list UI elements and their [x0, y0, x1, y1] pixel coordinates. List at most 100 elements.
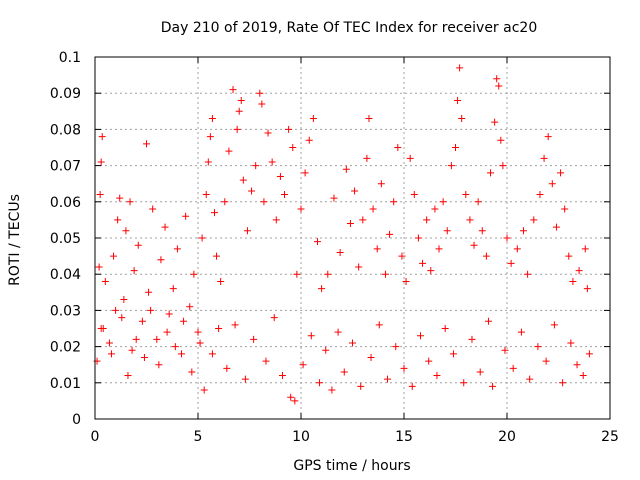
data-point — [583, 285, 591, 293]
data-point — [169, 285, 177, 293]
x-tick-label: 20 — [498, 429, 516, 445]
data-point — [423, 216, 431, 224]
data-point — [544, 133, 552, 141]
data-point — [466, 216, 474, 224]
data-point — [285, 125, 293, 133]
x-tick-label: 15 — [395, 429, 413, 445]
x-tick-label: 5 — [194, 429, 203, 445]
data-point — [569, 277, 577, 285]
data-point — [351, 187, 359, 195]
data-point — [316, 379, 324, 387]
y-tick-label: 0.1 — [59, 50, 81, 66]
data-point — [256, 89, 264, 97]
data-point — [322, 346, 330, 354]
data-point — [355, 263, 363, 271]
y-tick-label: 0.03 — [50, 303, 81, 319]
data-point — [272, 216, 280, 224]
data-point — [470, 241, 478, 249]
data-point — [173, 245, 181, 253]
y-tick-label: 0.01 — [50, 376, 81, 392]
data-point — [243, 227, 251, 235]
data-point — [223, 364, 231, 372]
y-tick-label: 0 — [72, 412, 81, 428]
data-points — [93, 64, 593, 405]
data-point — [213, 252, 221, 260]
data-point — [291, 397, 299, 405]
data-point — [390, 198, 398, 206]
data-point — [95, 263, 103, 271]
data-point — [145, 288, 153, 296]
data-point — [427, 267, 435, 275]
data-point — [433, 372, 441, 380]
data-point — [138, 317, 146, 325]
data-point — [258, 100, 266, 108]
axis-ticks: 0 5 10 15 20 25 0 0.01 0.02 0.03 0.04 0.05 0.06 0.07 0… — [50, 50, 619, 445]
data-point — [402, 277, 410, 285]
data-point — [305, 136, 313, 144]
data-point — [301, 169, 309, 177]
data-point — [101, 277, 109, 285]
data-point — [468, 335, 476, 343]
data-point — [491, 118, 499, 126]
data-point — [373, 245, 381, 253]
data-point — [534, 343, 542, 351]
data-point — [120, 296, 128, 304]
data-point — [375, 321, 383, 329]
data-point — [215, 325, 223, 332]
data-point — [281, 191, 289, 199]
data-point — [287, 393, 295, 401]
data-point — [462, 191, 470, 199]
data-point — [410, 191, 418, 199]
data-point — [575, 267, 583, 275]
data-point — [200, 386, 208, 394]
data-point — [443, 227, 451, 235]
data-point — [478, 227, 486, 235]
data-point — [452, 144, 459, 151]
data-point — [447, 162, 455, 170]
data-point — [252, 162, 260, 170]
data-point — [270, 314, 278, 322]
data-point — [419, 259, 427, 267]
data-point — [398, 252, 406, 260]
data-point — [309, 115, 317, 123]
y-tick-label: 0.08 — [50, 122, 81, 138]
data-point — [235, 107, 243, 115]
data-point — [540, 154, 548, 162]
data-point — [474, 198, 482, 206]
data-point — [198, 234, 206, 242]
data-point — [248, 187, 256, 195]
data-point — [186, 303, 194, 311]
data-point — [542, 357, 550, 365]
data-point — [307, 332, 315, 340]
data-point — [503, 234, 511, 242]
data-point — [482, 252, 490, 260]
data-point — [414, 234, 422, 242]
data-point — [346, 220, 354, 228]
data-point — [342, 165, 350, 173]
data-point — [237, 96, 245, 104]
data-point — [557, 169, 565, 177]
data-point — [439, 198, 447, 206]
data-point — [561, 205, 569, 213]
data-point — [328, 386, 336, 394]
data-point — [217, 277, 225, 285]
grid — [95, 57, 610, 419]
data-point — [194, 328, 202, 336]
data-point — [268, 158, 276, 166]
data-point — [297, 205, 305, 213]
data-point — [241, 375, 249, 383]
data-point — [114, 216, 122, 224]
data-point — [489, 382, 497, 390]
data-point — [526, 375, 534, 383]
data-point — [289, 144, 297, 151]
data-point — [585, 350, 593, 358]
data-point — [519, 227, 527, 235]
data-point — [334, 328, 342, 336]
data-point — [126, 198, 134, 206]
data-point — [324, 270, 332, 278]
data-point — [330, 194, 338, 202]
data-point — [357, 382, 365, 390]
data-point — [552, 223, 560, 231]
data-point — [206, 133, 214, 141]
data-point — [493, 75, 501, 83]
